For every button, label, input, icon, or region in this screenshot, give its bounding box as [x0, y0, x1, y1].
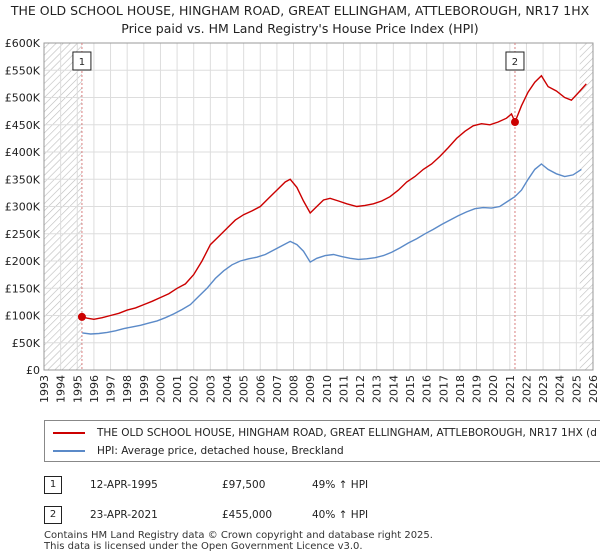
transaction-price: £97,500 — [222, 479, 266, 491]
price-chart: £0 £50K £100K £150K £200K £250K £300K £350K £400… — [5, 37, 600, 403]
x-tick-label: 1998 — [121, 375, 134, 403]
annotation-box — [72, 51, 92, 71]
y-tick-label: £250K — [5, 228, 41, 241]
legend-label-property: THE OLD SCHOOL HOUSE, HINGHAM ROAD, GREA… — [97, 427, 597, 439]
chart-title-line2: Price paid vs. HM Land Registry's House … — [121, 21, 479, 36]
y-tick-label: £550K — [5, 64, 41, 77]
transaction-date: 12-APR-1995 — [90, 479, 158, 491]
x-tick-label: 2005 — [238, 375, 251, 403]
annotation-label: 1 — [79, 57, 85, 68]
x-tick-label: 2023 — [537, 375, 550, 403]
footer: Contains HM Land Registry data © Crown c… — [44, 530, 433, 552]
y-tick-label: £450K — [5, 119, 41, 132]
y-tick-label: £350K — [5, 173, 41, 186]
x-tick-label: 2025 — [570, 375, 583, 403]
transaction-badge: 2 — [44, 506, 62, 524]
y-tick-label: £400K — [5, 146, 41, 159]
y-tick-label: £0 — [26, 364, 40, 377]
chart-title: THE OLD SCHOOL HOUSE, HINGHAM ROAD, GREA… — [0, 2, 600, 38]
y-tick-label: £150K — [5, 282, 41, 295]
x-tick-label: 2008 — [288, 375, 301, 403]
x-tick-label: 2011 — [337, 375, 350, 403]
transaction-price: £455,000 — [222, 509, 273, 521]
x-tick-label: 2022 — [520, 375, 533, 403]
x-tick-label: 1993 — [38, 375, 51, 403]
x-tick-label: 2015 — [404, 375, 417, 403]
transaction-hpi: 49% ↑ HPI — [312, 479, 369, 491]
x-tick-label: 2007 — [271, 375, 284, 403]
x-tick-label: 2020 — [487, 375, 500, 403]
series-line-property — [81, 74, 587, 321]
x-tick-label: 2014 — [387, 375, 400, 403]
y-tick-label: £100K — [5, 310, 41, 323]
footer-copyright: Contains HM Land Registry data © Crown c… — [44, 530, 433, 541]
x-tick-label: 2010 — [321, 375, 334, 403]
x-tick-label: 2019 — [471, 375, 484, 403]
plot-border — [43, 42, 594, 371]
annotation-box — [505, 51, 525, 71]
y-tick-label: £600K — [5, 37, 41, 50]
y-tick-label: £300K — [5, 201, 41, 214]
x-tick-label: 1997 — [105, 375, 118, 403]
x-tick-label: 1999 — [138, 375, 151, 403]
x-tick-label: 2021 — [504, 375, 517, 403]
chart-legend: THE OLD SCHOOL HOUSE, HINGHAM ROAD, GREA… — [44, 420, 600, 462]
x-tick-label: 2003 — [204, 375, 217, 403]
transaction-badge: 1 — [44, 476, 62, 494]
sale-point — [77, 312, 86, 321]
legend-item-property: THE OLD SCHOOL HOUSE, HINGHAM ROAD, GREA… — [53, 424, 597, 442]
x-tick-label: 2001 — [171, 375, 184, 403]
x-tick-label: 2009 — [304, 375, 317, 403]
x-tick-label: 2004 — [221, 375, 234, 403]
x-tick-label: 2000 — [154, 375, 167, 403]
x-tick-label: 2002 — [188, 375, 201, 403]
transaction-date: 23-APR-2021 — [90, 509, 158, 521]
x-tick-label: 1995 — [71, 375, 84, 403]
x-tick-label: 2024 — [554, 375, 567, 403]
series-line-hpi — [82, 163, 582, 335]
sale-point — [510, 118, 519, 127]
y-tick-label: £50K — [12, 337, 41, 350]
x-tick-label: 2017 — [437, 375, 450, 403]
footer-licence: This data is licensed under the Open Gov… — [44, 541, 363, 552]
x-tick-label: 2018 — [454, 375, 467, 403]
x-tick-label: 1996 — [88, 375, 101, 403]
transaction-hpi: 40% ↑ HPI — [312, 509, 369, 521]
x-tick-label: 2012 — [354, 375, 367, 403]
annotation-label: 2 — [512, 57, 518, 68]
x-tick-label: 1994 — [55, 375, 68, 403]
x-tick-label: 2013 — [371, 375, 384, 403]
x-tick-label: 2026 — [587, 375, 600, 403]
y-tick-label: £200K — [5, 255, 41, 268]
chart-title-line1: THE OLD SCHOOL HOUSE, HINGHAM ROAD, GREA… — [10, 3, 590, 18]
legend-swatch-property — [53, 432, 85, 434]
x-tick-label: 2006 — [254, 375, 267, 403]
y-tick-label: £500K — [5, 92, 41, 105]
x-tick-label: 2016 — [421, 375, 434, 403]
legend-label-hpi: HPI: Average price, detached house, Brec… — [97, 445, 344, 457]
legend-item-hpi: HPI: Average price, detached house, Brec… — [53, 442, 344, 460]
legend-swatch-hpi — [53, 450, 85, 452]
